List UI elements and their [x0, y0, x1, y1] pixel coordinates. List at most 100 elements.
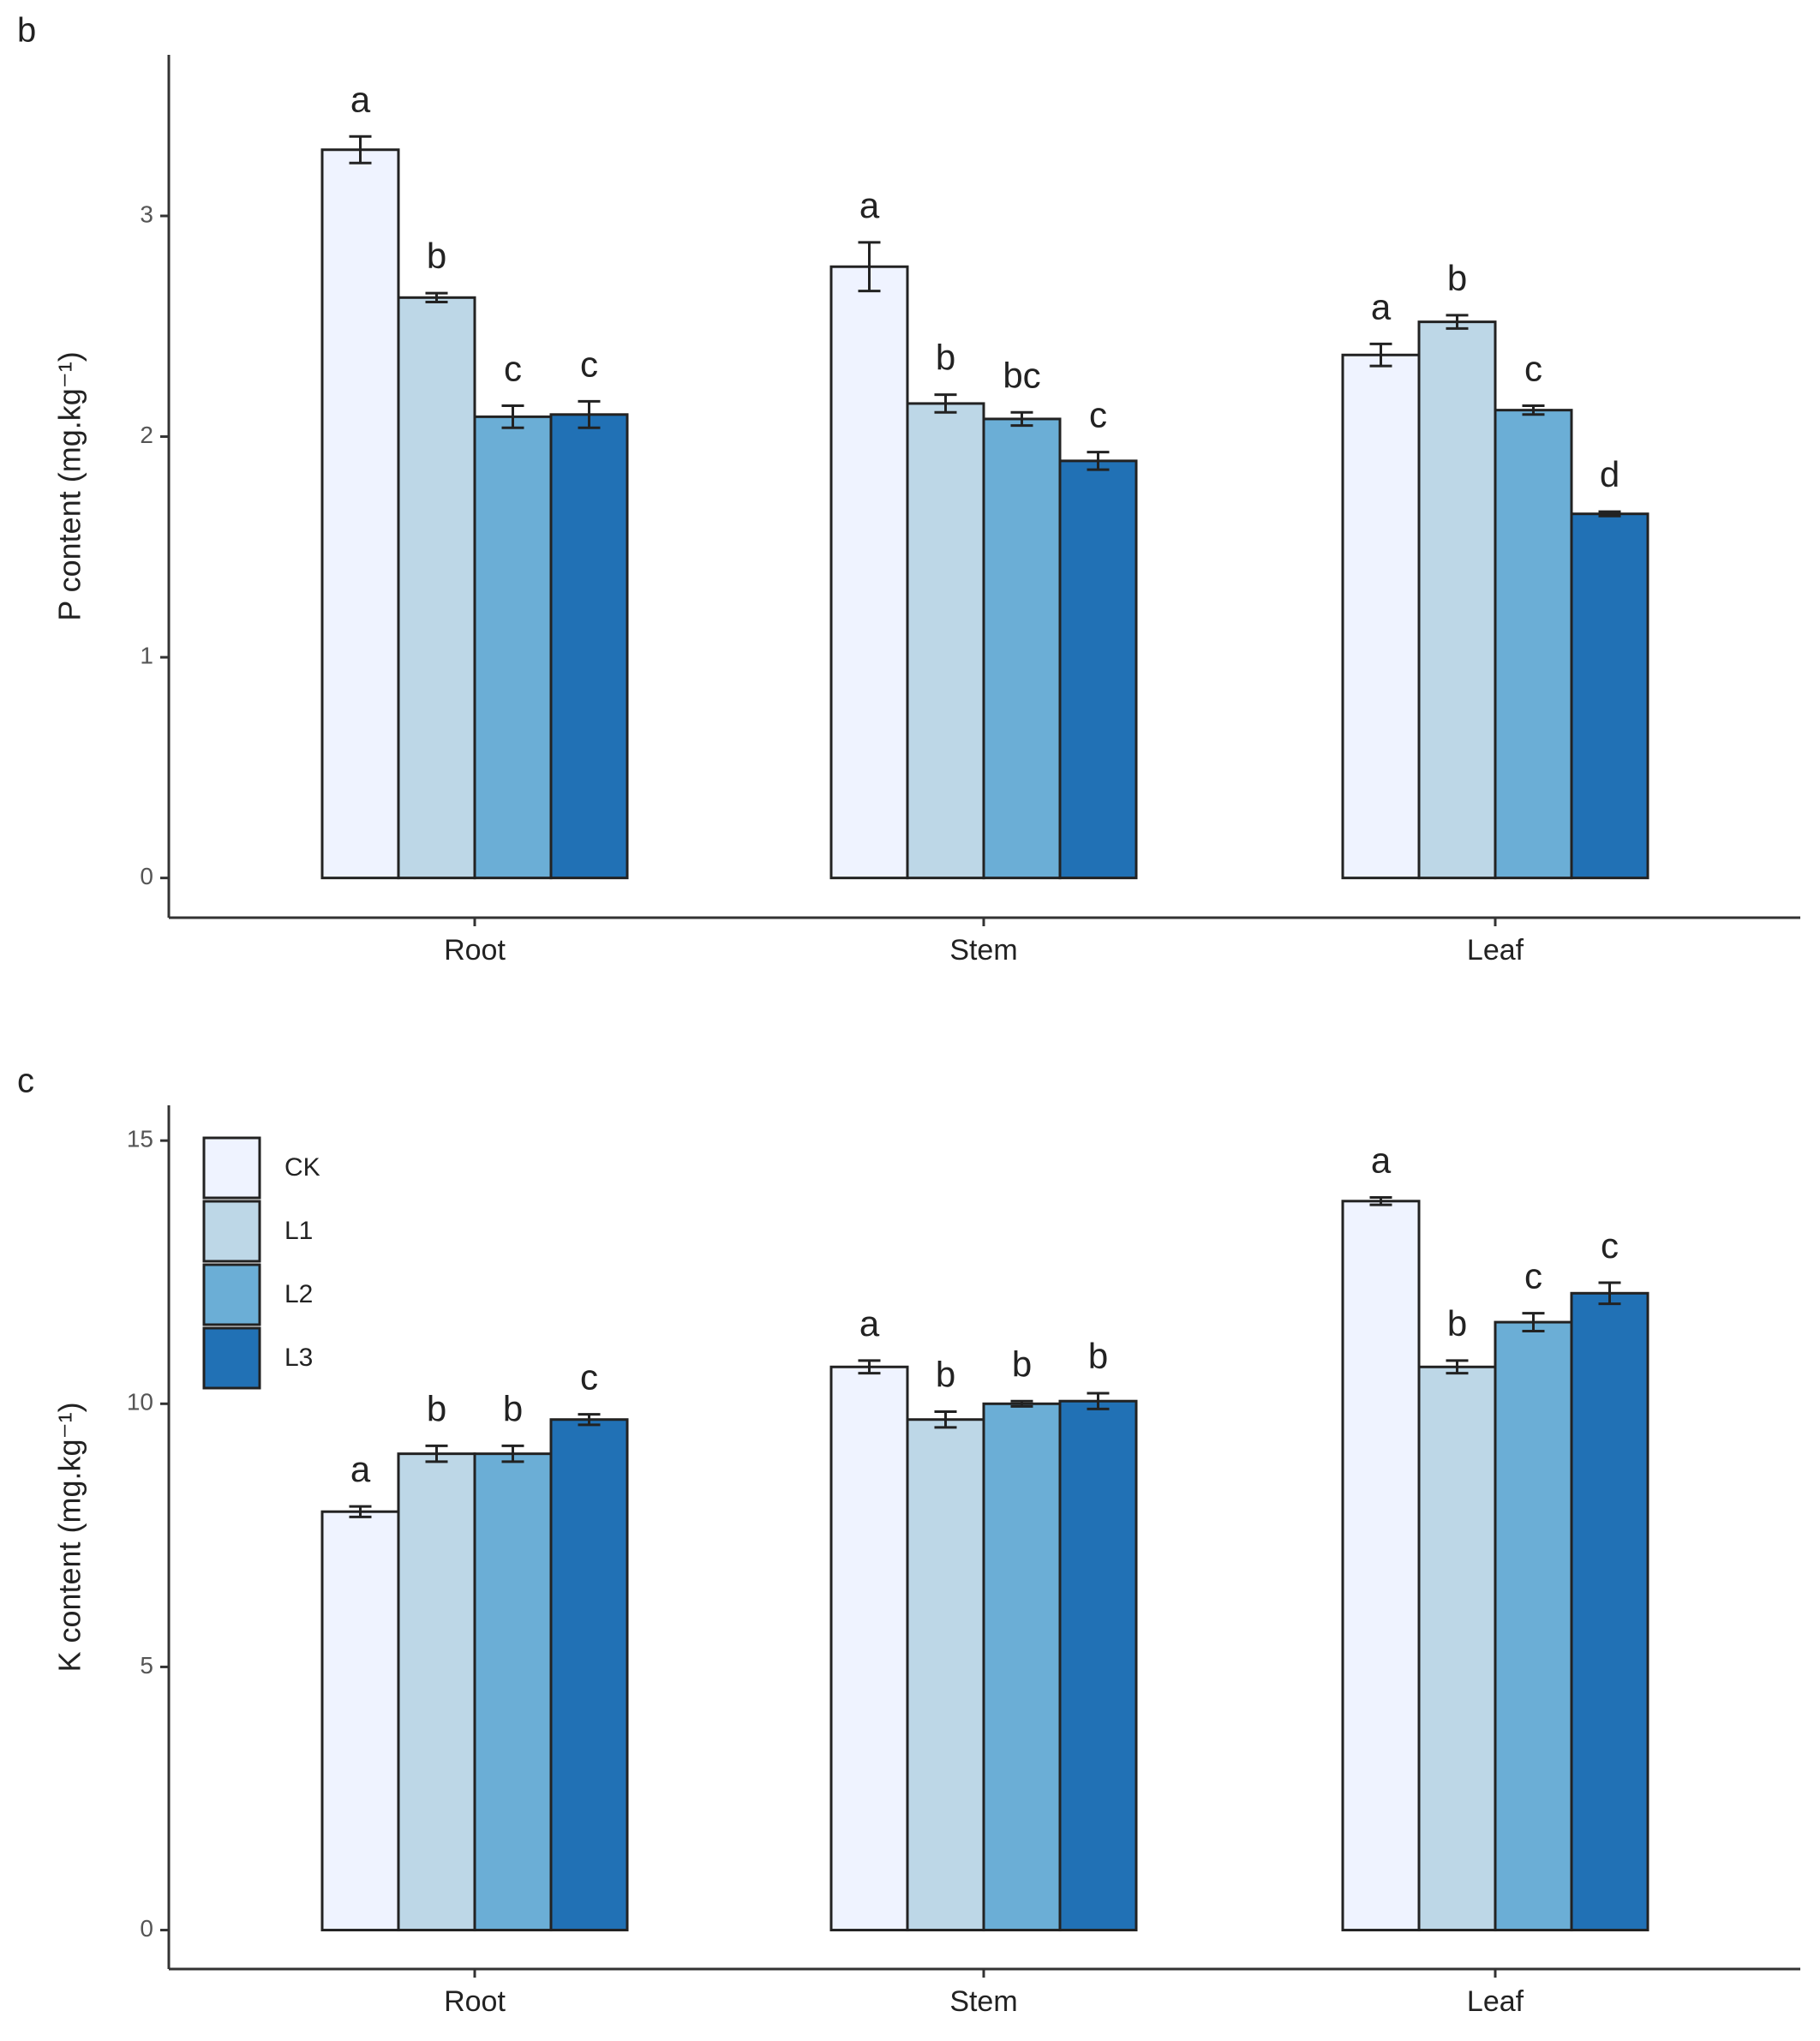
significance-letter: b: [427, 1389, 446, 1429]
bar: [549, 413, 629, 880]
bar: [1341, 1200, 1421, 1932]
significance-letter: a: [1371, 1140, 1392, 1181]
error-bar: [349, 135, 372, 165]
significance-letter: c: [504, 349, 522, 389]
error-bar: [1087, 451, 1110, 471]
x-tick-label: Stem: [949, 934, 1017, 967]
error-bar: [1522, 1312, 1545, 1333]
significance-letter: b: [936, 1355, 955, 1395]
y-tick-label: 0: [140, 1915, 153, 1942]
error-bar: [1598, 510, 1621, 518]
legend-swatch: [202, 1263, 261, 1326]
significance-letter: a: [350, 1449, 371, 1489]
error-bar: [858, 241, 881, 293]
y-tick-label: 2: [140, 422, 153, 448]
bar: [1417, 1365, 1497, 1932]
panel: c K content (mg.kg⁻¹) 0 5 10 15 Root a b b c Stem a b…: [17, 1062, 1800, 2018]
bar: [473, 415, 553, 880]
bar: [1058, 1399, 1138, 1932]
y-axis-title: P content (mg.kg⁻¹): [52, 351, 87, 620]
significance-letter: bc: [1003, 355, 1040, 395]
y-tick-label: 5: [140, 1652, 153, 1679]
significance-letter: b: [1447, 258, 1467, 298]
legend-label: L3: [284, 1344, 313, 1372]
bar: [1494, 409, 1573, 880]
error-bar: [1087, 1392, 1110, 1410]
significance-letter: a: [1371, 286, 1392, 326]
significance-letter: a: [859, 185, 880, 225]
bar: [397, 296, 476, 880]
error-bar: [425, 1444, 448, 1463]
legend-label: CK: [284, 1153, 320, 1182]
x-tick-label: Leaf: [1467, 934, 1524, 967]
bar: [1494, 1320, 1573, 1932]
error-bar: [1446, 314, 1469, 330]
significance-letter: b: [1088, 1336, 1108, 1376]
legend-label: L1: [284, 1217, 313, 1245]
legend-swatch: [202, 1326, 261, 1390]
significance-letter: a: [859, 1303, 880, 1344]
bar: [829, 265, 909, 880]
error-bar: [578, 1413, 601, 1427]
significance-letter: b: [427, 236, 446, 276]
y-axis-title: K content (mg.kg⁻¹): [52, 1402, 87, 1672]
y-tick-label: 1: [140, 642, 153, 668]
bar: [1341, 353, 1421, 880]
significance-letter: b: [1447, 1303, 1467, 1344]
y-tick-label: 3: [140, 201, 153, 227]
error-bar: [1522, 404, 1545, 416]
significance-letter: d: [1600, 454, 1619, 494]
bar: [320, 1510, 400, 1932]
significance-letter: c: [580, 344, 598, 384]
error-bar: [349, 1505, 372, 1518]
error-bar: [934, 393, 957, 414]
significance-letter: b: [503, 1389, 523, 1429]
y-tick-label: 10: [127, 1389, 153, 1416]
significance-letter: c: [1524, 1256, 1542, 1296]
bar: [829, 1365, 909, 1932]
significance-letter: c: [1601, 1225, 1619, 1266]
error-bar: [1010, 1399, 1033, 1408]
bar: [1417, 320, 1497, 880]
x-tick-label: Root: [444, 934, 506, 967]
bar: [906, 1418, 985, 1932]
legend-swatch: [202, 1200, 261, 1263]
bar: [1570, 512, 1649, 880]
error-bar: [578, 399, 601, 429]
error-bar: [425, 291, 448, 303]
significance-letter: b: [936, 338, 955, 378]
bar: [1058, 459, 1138, 880]
error-bar: [501, 404, 524, 429]
error-bar: [1369, 342, 1392, 368]
panel-label: c: [17, 1062, 34, 1100]
significance-letter: b: [1012, 1344, 1032, 1384]
bar: [473, 1452, 553, 1932]
error-bar: [1369, 1196, 1392, 1206]
significance-letter: c: [580, 1357, 598, 1398]
bar: [1570, 1291, 1649, 1932]
x-tick-label: Root: [444, 1985, 506, 2018]
error-bar: [501, 1444, 524, 1463]
significance-letter: a: [350, 79, 371, 119]
error-bar: [858, 1359, 881, 1375]
bar: [549, 1418, 629, 1932]
error-bar: [934, 1410, 957, 1429]
legend-label: L2: [284, 1280, 313, 1308]
bar: [397, 1452, 476, 1932]
significance-letter: c: [1089, 395, 1107, 435]
y-tick-label: 0: [140, 863, 153, 889]
panel-label: b: [17, 12, 36, 50]
y-tick-label: 15: [127, 1126, 153, 1152]
significance-letter: c: [1524, 349, 1542, 389]
bar: [320, 148, 400, 880]
error-bar: [1010, 410, 1033, 428]
error-bar: [1598, 1281, 1621, 1306]
bar: [906, 402, 985, 880]
bar: [982, 417, 1062, 880]
error-bar: [1446, 1359, 1469, 1375]
bar: [982, 1402, 1062, 1932]
legend-swatch: [202, 1136, 261, 1200]
x-tick-label: Stem: [949, 1985, 1017, 2018]
